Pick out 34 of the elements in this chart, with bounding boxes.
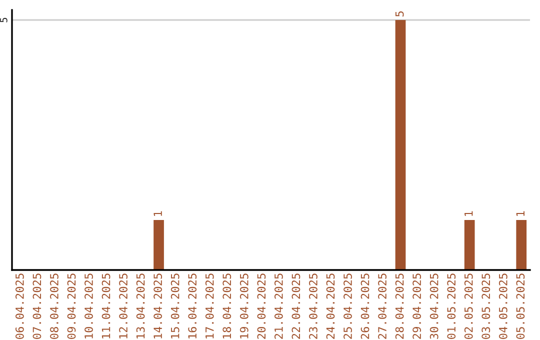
x-tick-label: 22.04.2025 (292, 274, 300, 339)
x-tick-label: 17.04.2025 (205, 274, 214, 338)
x-tick-label: 05.05.2025 (516, 274, 525, 339)
data-label: 5 (395, 11, 404, 16)
x-tick-label: 16.04.2025 (188, 274, 197, 338)
x-tick-label: 13.04.2025 (136, 274, 145, 338)
x-tick-label: 26.04.2025 (360, 274, 370, 339)
data-label: 1 (464, 211, 473, 216)
x-tick-label: 15.04.2025 (170, 274, 180, 338)
x-tick-label: 28.04.2025 (395, 274, 404, 339)
x-tick-label: 30.04.2025 (430, 274, 438, 339)
x-tick-label: 04.05.2025 (498, 274, 508, 339)
x-tick-label: 25.04.2025 (344, 274, 352, 339)
x-tick-label: 21.04.2025 (274, 274, 283, 339)
x-tick-label: 09.04.2025 (67, 274, 76, 339)
x-tick-label: 20.04.2025 (257, 274, 266, 339)
x-tick-label: 23.04.2025 (309, 274, 318, 339)
x-tick-label: 29.04.2025 (412, 274, 422, 339)
x-tick-label: 02.05.2025 (464, 274, 473, 339)
x-tick-label: 18.04.2025 (222, 274, 232, 338)
x-tick-label: 10.04.2025 (84, 274, 93, 338)
x-tick-label: 27.04.2025 (378, 274, 386, 339)
x-tick-label: 01.05.2025 (447, 274, 456, 339)
x-tick-label: 08.04.2025 (50, 274, 58, 339)
x-tick-label: 06.04.2025 (15, 274, 24, 339)
x-tick-label: 14.04.2025 (154, 274, 162, 338)
data-label: 1 (154, 211, 162, 216)
x-tick-label: 19.04.2025 (240, 274, 248, 338)
x-tick-label: 11.04.2025 (102, 274, 110, 338)
x-tick-label: 12.04.2025 (119, 274, 128, 338)
x-tick-label: 07.04.2025 (32, 274, 42, 339)
x-tick-label: 24.04.2025 (326, 274, 335, 339)
data-label: 1 (516, 211, 524, 216)
x-tick-label: 03.05.2025 (482, 274, 490, 339)
